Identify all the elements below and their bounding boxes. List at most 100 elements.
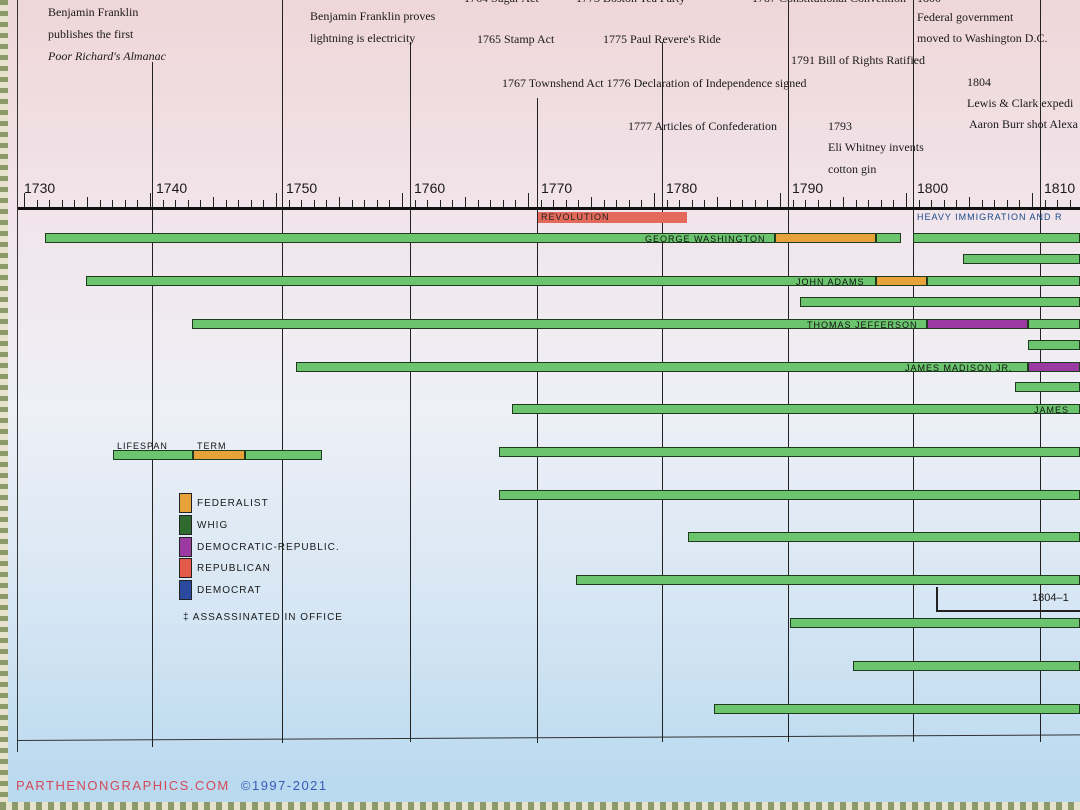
event-federal-dc-line1: Federal government [917, 10, 1014, 24]
ruler-tick [37, 200, 38, 207]
ruler-tick [503, 200, 504, 207]
event-paul-revere: 1775 Paul Revere's Ride [603, 32, 721, 46]
ruler-tick [238, 200, 239, 207]
james-label: James [1034, 405, 1070, 415]
event-cotton-gin-line3: cotton gin [828, 162, 877, 176]
legend-republican-swatch [179, 558, 192, 578]
ruler-tick [415, 200, 416, 207]
row4-bar [800, 297, 1080, 307]
event-lewis-clark-year: 1804 [967, 75, 991, 89]
ruler-tick [24, 193, 25, 207]
ruler-tick [906, 193, 907, 207]
event-franklin-lightning-line1: Benjamin Franklin proves [310, 9, 436, 23]
ruler-tick [1057, 200, 1058, 207]
madison-label: James Madison Jr. [905, 363, 1013, 373]
ruler-tick [629, 200, 630, 207]
ruler-tick [956, 200, 957, 207]
row10-bar [499, 447, 1080, 457]
ruler-tick [490, 200, 491, 207]
year-label-1780: 1780 [666, 180, 698, 196]
ruler-tick [465, 197, 466, 207]
ruler-tick [818, 200, 819, 207]
ruler-tick [263, 200, 264, 207]
row8-bar [1015, 382, 1080, 392]
ruler-tick [137, 200, 138, 207]
ruler-tick [427, 200, 428, 207]
footer-brand: ParthenonGraphics.com [16, 778, 230, 793]
ruler-tick [881, 200, 882, 207]
ruler-tick [553, 200, 554, 207]
washington-term-bar [775, 233, 876, 243]
year-label-1790: 1790 [792, 180, 824, 196]
ruler-tick [919, 200, 920, 207]
row12-bar [688, 532, 1080, 542]
adams-lifespan-bar [86, 276, 876, 286]
event-burr-hamilton: Aaron Burr shot Alexa [969, 117, 1078, 131]
event-franklin-almanac-line1: Benjamin Franklin [48, 5, 139, 19]
footer-copyright: ©1997-2021 [240, 778, 328, 793]
ruler-tick [213, 197, 214, 207]
adams-label: John Adams [796, 277, 865, 287]
ruler-tick [616, 200, 617, 207]
jefferson-lifespan-end-bar [1028, 319, 1080, 329]
ruler-tick [200, 200, 201, 207]
ruler-tick [641, 200, 642, 207]
event-partial-1800: 1800 [917, 0, 941, 9]
era-immigration-label: Heavy Immigration and R [917, 212, 1063, 222]
ruler-tick [528, 193, 529, 207]
ruler-tick [150, 193, 151, 207]
year-label-1760: 1760 [414, 180, 446, 196]
event-franklin-almanac-line2: publishes the first [48, 27, 134, 41]
chart-frame-bottom [17, 734, 1080, 741]
legend-term-label: Term [197, 441, 227, 451]
ruler-tick [704, 200, 705, 207]
row13-bar [576, 575, 1080, 585]
ruler-tick [767, 200, 768, 207]
event-partial-sugar-act: 1764 Sugar Act [464, 0, 539, 9]
ruler-tick [591, 197, 592, 207]
legend-dem-rep-swatch [179, 537, 192, 557]
legend-federalist-swatch [179, 493, 192, 513]
ruler-tick [125, 200, 126, 207]
row6-bar [1028, 340, 1080, 350]
ruler-tick [163, 200, 164, 207]
event-lewis-clark-line2: Lewis & Clark expedi [967, 96, 1074, 110]
footer: ParthenonGraphics.com ©1997-2021 [16, 778, 328, 793]
ruler-tick [1045, 200, 1046, 207]
row15-bar [853, 661, 1080, 671]
row2-right-bar [963, 254, 1080, 264]
year-label-1730: 1730 [24, 180, 56, 196]
ruler-tick [654, 193, 655, 207]
event-partial-tea-party: 1773 Boston Tea Party [576, 0, 685, 9]
legend-republican-label: Republican [197, 563, 271, 574]
ruler-tick [74, 200, 75, 207]
ruler-tick [515, 200, 516, 207]
event-cotton-gin-line2: Eli Whitney invents [828, 140, 924, 154]
washington-lifespan-bar [45, 233, 775, 243]
decade-line-1750 [282, 0, 283, 743]
star-border-bottom [0, 802, 1080, 810]
decade-line-1780 [662, 42, 663, 742]
legend-lifespan-end-bar [245, 450, 322, 460]
ruler-tick [364, 200, 365, 207]
star-border-left [0, 0, 8, 810]
era-revolution-label: Revolution [541, 212, 610, 222]
event-federal-dc-line2: moved to Washington D.C. [917, 31, 1048, 45]
event-stamp-act: 1765 Stamp Act [477, 32, 555, 46]
madison-term-bar [1028, 362, 1080, 372]
jefferson-label: Thomas Jefferson [807, 320, 918, 330]
legend-term-bar [193, 450, 245, 460]
row11-bar [499, 490, 1080, 500]
adams-term-bar [876, 276, 927, 286]
ruler-tick [326, 200, 327, 207]
washington-lifespan-end-bar [876, 233, 901, 243]
row16-bar [714, 704, 1080, 714]
ruler-tick [541, 200, 542, 207]
ruler-tick [377, 200, 378, 207]
decade-line-1760 [410, 42, 411, 742]
ruler-tick [755, 200, 756, 207]
legend-whig-label: Whig [197, 520, 229, 531]
ruler-tick [667, 200, 668, 207]
ruler-tick [679, 200, 680, 207]
event-partial-convention: 1787 Constitutional Convention [752, 0, 906, 9]
